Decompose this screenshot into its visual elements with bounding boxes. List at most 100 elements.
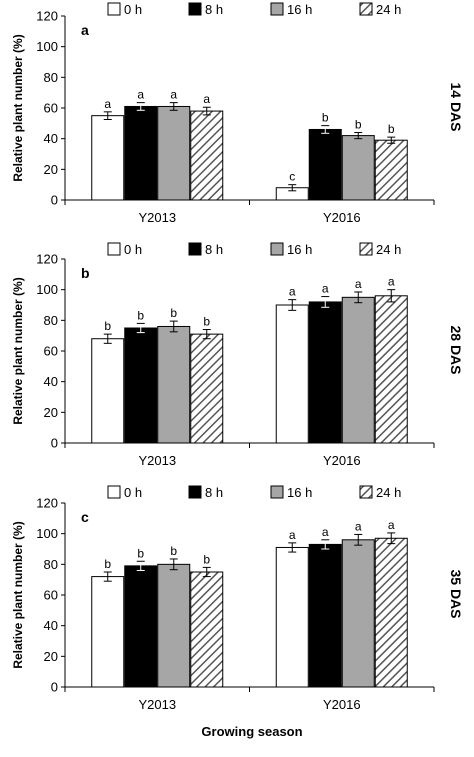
bar: [157, 325, 191, 444]
significance-letter: b: [388, 122, 395, 136]
legend-label: 16 h: [287, 242, 312, 257]
significance-letter: a: [355, 519, 362, 533]
legend-swatch: [270, 485, 284, 499]
y-tick-label: 20: [44, 649, 58, 664]
bar: [275, 546, 309, 688]
legend-swatch: [359, 242, 373, 256]
significance-letter: a: [289, 285, 296, 299]
y-tick-label: 120: [36, 9, 58, 24]
significance-letter: a: [137, 88, 144, 102]
y-axis-label: Relative plant number (%): [11, 521, 25, 668]
significance-letter: a: [104, 97, 111, 111]
side-label: 28 DAS: [448, 325, 464, 374]
chart-panel-a: 0 h 8 h 16 h 24 h 0 20 40 60 80 100 120 Y2013 Y2016 a…: [11, 2, 464, 225]
legend-label: 16 h: [287, 485, 312, 500]
legend-label: 0 h: [124, 242, 142, 257]
significance-letter: b: [203, 315, 210, 329]
bar: [91, 576, 125, 688]
panel-label: a: [81, 22, 89, 38]
y-tick-label: 100: [36, 39, 58, 54]
significance-letter: b: [322, 111, 329, 125]
significance-letter: b: [137, 308, 144, 322]
significance-letter: a: [322, 282, 329, 296]
bar: [190, 110, 224, 201]
y-tick-label: 60: [44, 588, 58, 603]
legend-label: 24 h: [376, 2, 401, 17]
y-tick-label: 80: [44, 70, 58, 85]
x-tick-label: Y2016: [323, 697, 361, 712]
y-tick-label: 0: [51, 193, 58, 208]
legend-label: 8 h: [205, 242, 223, 257]
legend-label: 0 h: [124, 2, 142, 17]
y-tick-label: 20: [44, 162, 58, 177]
legend-swatch: [188, 485, 202, 499]
y-axis-label: Relative plant number (%): [11, 277, 25, 424]
bar: [124, 105, 158, 201]
y-tick-label: 100: [36, 282, 58, 297]
significance-letter: b: [137, 546, 144, 560]
x-tick-label: Y2016: [323, 210, 361, 225]
significance-letter: a: [355, 277, 362, 291]
bar: [374, 139, 408, 201]
y-tick-label: 20: [44, 405, 58, 420]
bar: [190, 333, 224, 444]
bar: [341, 539, 375, 688]
y-tick-label: 100: [36, 526, 58, 541]
legend-label: 24 h: [376, 485, 401, 500]
legend-swatch: [359, 2, 373, 16]
bar: [190, 571, 224, 688]
chart-panel-b: 0 h 8 h 16 h 24 h 0 20 40 60 80 100 120 Y2013 Y2016 b…: [11, 242, 464, 468]
y-tick-label: 60: [44, 344, 58, 359]
panel-label: c: [81, 509, 89, 525]
significance-letter: a: [322, 525, 329, 539]
y-tick-label: 40: [44, 618, 58, 633]
significance-letter: b: [170, 544, 177, 558]
y-tick-label: 0: [51, 680, 58, 695]
x-tick-label: Y2013: [138, 210, 176, 225]
y-tick-label: 120: [36, 496, 58, 511]
significance-letter: a: [170, 88, 177, 102]
bar: [374, 295, 408, 444]
bar: [341, 135, 375, 201]
bar: [157, 563, 191, 688]
significance-letter: b: [203, 552, 210, 566]
bar: [308, 543, 342, 688]
bar: [124, 565, 158, 688]
x-tick-label: Y2013: [138, 697, 176, 712]
bar: [91, 115, 125, 201]
legend-swatch: [270, 242, 284, 256]
significance-letter: b: [104, 557, 111, 571]
legend-label: 16 h: [287, 2, 312, 17]
panel-label: b: [81, 265, 90, 281]
x-tick-label: Y2013: [138, 453, 176, 468]
bar: [308, 301, 342, 444]
bar: [91, 338, 125, 444]
significance-letter: a: [388, 275, 395, 289]
bar: [308, 128, 342, 201]
legend-swatch: [107, 2, 121, 16]
legend-swatch: [188, 242, 202, 256]
significance-letter: a: [289, 528, 296, 542]
chart-panel-c: 0 h 8 h 16 h 24 h 0 20 40 60 80 100 120 Y2013 Y2016 b…: [11, 485, 464, 712]
y-tick-label: 40: [44, 374, 58, 389]
significance-letter: b: [104, 319, 111, 333]
significance-letter: b: [170, 306, 177, 320]
y-tick-label: 0: [51, 436, 58, 451]
legend-label: 24 h: [376, 242, 401, 257]
y-tick-label: 80: [44, 313, 58, 328]
legend-label: 8 h: [205, 2, 223, 17]
x-tick-label: Y2016: [323, 453, 361, 468]
y-tick-label: 80: [44, 557, 58, 572]
y-tick-label: 40: [44, 131, 58, 146]
y-tick-label: 120: [36, 252, 58, 267]
legend-label: 0 h: [124, 485, 142, 500]
bar: [341, 296, 375, 444]
bar: [374, 537, 408, 688]
legend-swatch: [359, 485, 373, 499]
bar: [275, 304, 309, 444]
legend-label: 8 h: [205, 485, 223, 500]
x-axis-title: Growing season: [201, 724, 302, 739]
y-axis-label: Relative plant number (%): [11, 34, 25, 181]
significance-letter: a: [388, 518, 395, 532]
